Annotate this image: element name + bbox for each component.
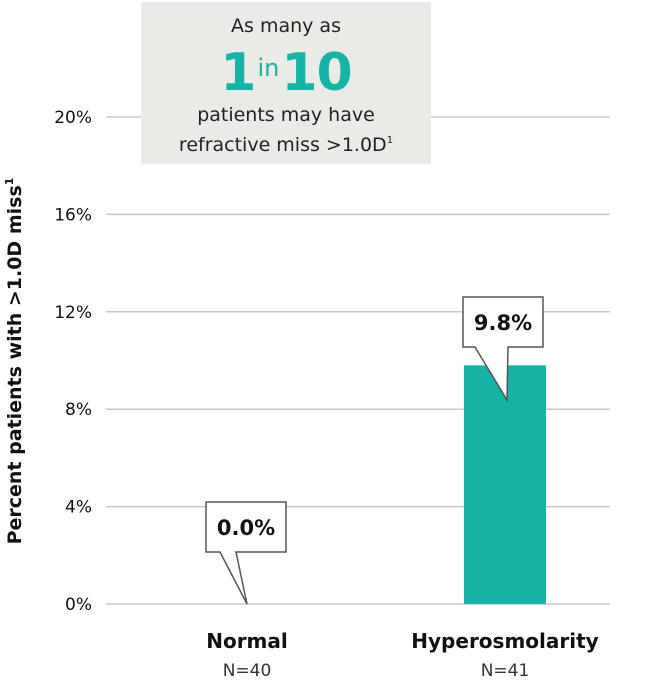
callout-line-1: As many as <box>231 15 341 37</box>
value-callout-bubble <box>462 296 544 403</box>
x-category-label: Normal <box>206 629 288 653</box>
x-category-label: Hyperosmolarity <box>411 629 598 653</box>
y-tick-label: 20% <box>54 108 92 128</box>
value-callouts: 0.0% 9.8% <box>205 296 544 605</box>
callout-big-right: 10 <box>281 43 352 103</box>
callout-big-stat: 1in10 <box>141 43 431 99</box>
callout-big-left: 1 <box>220 43 256 103</box>
callout-line-4-text: refractive miss >1.0D <box>178 134 387 156</box>
y-axis-label: Percent patients with >1.0D miss1 <box>3 178 26 545</box>
x-axis-categories: Normal N=40 Hyperosmolarity N=41 <box>206 629 598 681</box>
callout-line-3: patients may have <box>197 104 375 126</box>
statistic-callout-box: As many as 1in10 patients may have refra… <box>141 2 431 164</box>
bar-value-label: 9.8% <box>474 311 532 335</box>
y-tick-label: 8% <box>65 400 92 420</box>
y-axis-ticks: 0% 4% 8% 12% 16% 20% <box>54 108 92 615</box>
callout-line-4-sup: 1 <box>386 135 394 146</box>
y-tick-label: 12% <box>54 303 92 323</box>
x-category-n-label: N=41 <box>481 661 530 681</box>
bars <box>464 365 546 604</box>
y-tick-label: 4% <box>65 498 92 518</box>
y-tick-label: 16% <box>54 205 92 225</box>
value-callout-bubble <box>205 501 287 605</box>
callout-big-mid: in <box>257 54 280 82</box>
bar <box>464 365 546 604</box>
bar-value-label: 0.0% <box>217 516 275 540</box>
x-category-n-label: N=40 <box>223 661 272 681</box>
callout-line-4: refractive miss >1.0D1 <box>141 128 431 158</box>
y-tick-label: 0% <box>65 595 92 615</box>
